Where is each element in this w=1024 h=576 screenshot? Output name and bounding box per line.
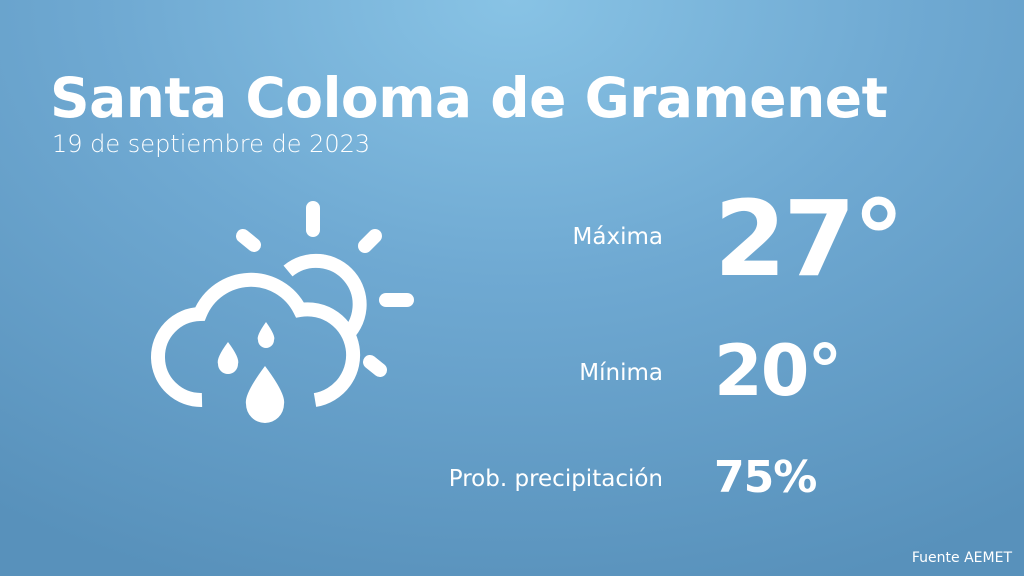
- precip-value: 75%: [714, 452, 817, 503]
- max-temp-label: Máxima: [572, 224, 663, 250]
- forecast-date: 19 de septiembre de 2023: [52, 130, 371, 158]
- min-temp-value: 20°: [714, 330, 842, 412]
- precip-label: Prob. precipitación: [448, 466, 663, 492]
- city-title: Santa Coloma de Gramenet: [50, 66, 888, 130]
- max-temp-value: 27°: [714, 178, 905, 300]
- cloud-sun-rain-icon: [151, 201, 414, 423]
- min-temp-label: Mínima: [579, 360, 663, 386]
- source-credit: Fuente AEMET: [911, 550, 1012, 566]
